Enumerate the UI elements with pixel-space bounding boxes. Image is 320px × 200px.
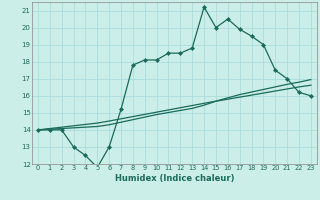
X-axis label: Humidex (Indice chaleur): Humidex (Indice chaleur) bbox=[115, 174, 234, 183]
